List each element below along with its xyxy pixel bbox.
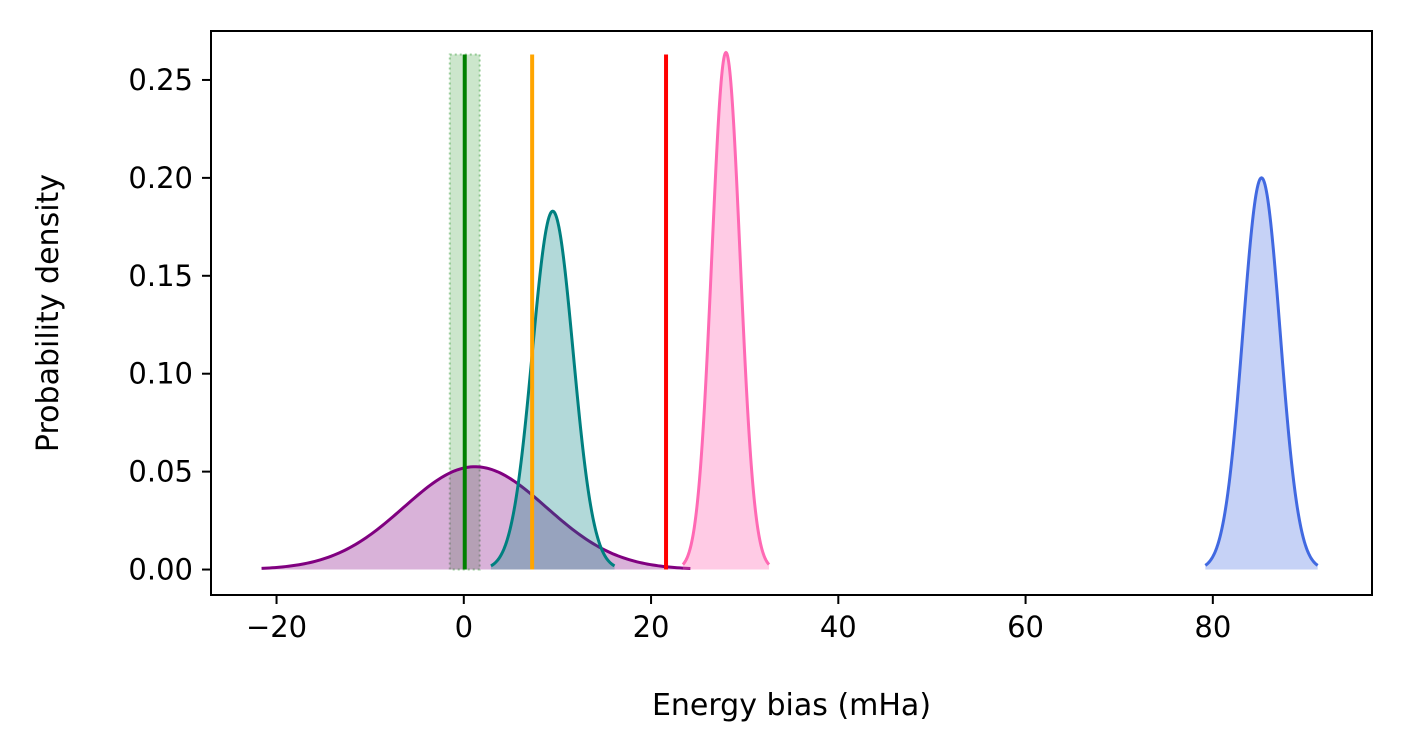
- distribution-curve-0: [261, 465, 691, 570]
- distribution-area-1: [490, 211, 615, 570]
- y-tick-label: 0.20: [128, 161, 193, 195]
- x-tick-label: 0: [455, 610, 473, 644]
- y-tick-label: 0.15: [128, 259, 193, 293]
- x-tick-label: 80: [1194, 610, 1231, 644]
- distribution-area-0: [261, 466, 691, 570]
- x-tick-label: 60: [1007, 610, 1044, 644]
- plot-frame: [210, 30, 1373, 596]
- distribution-curve-1: [490, 209, 616, 568]
- distribution-area-2: [682, 52, 770, 570]
- x-tick-label: 40: [820, 610, 857, 644]
- x-tick-label: 20: [633, 610, 670, 644]
- x-tick-label: −20: [246, 610, 307, 644]
- distribution-curve-2: [681, 50, 771, 566]
- distribution-area-3: [1205, 177, 1318, 570]
- axis-ticks: −20 0 20 40 60 80 0.00 0.05 0.10 0.15 0.20 0.25: [128, 63, 1231, 644]
- x-axis-label: Energy bias (mHa): [652, 688, 931, 723]
- y-axis-label: Probability density: [31, 174, 66, 452]
- y-tick-label: 0.00: [128, 553, 193, 587]
- y-tick-label: 0.05: [128, 455, 193, 489]
- y-tick-label: 0.10: [128, 357, 193, 391]
- distribution-curve-3: [1204, 176, 1319, 567]
- plot-area: [261, 50, 1319, 571]
- y-tick-label: 0.25: [128, 63, 193, 97]
